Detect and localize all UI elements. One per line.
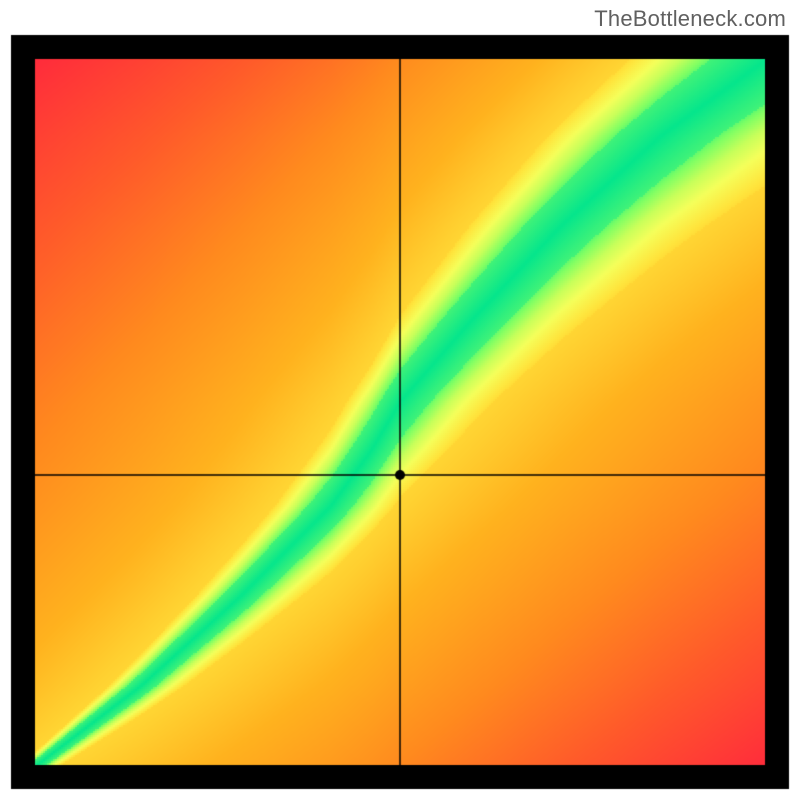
watermark-text: TheBottleneck.com — [594, 6, 786, 32]
heatmap-canvas — [0, 0, 800, 800]
figure-wrapper: TheBottleneck.com — [0, 0, 800, 800]
